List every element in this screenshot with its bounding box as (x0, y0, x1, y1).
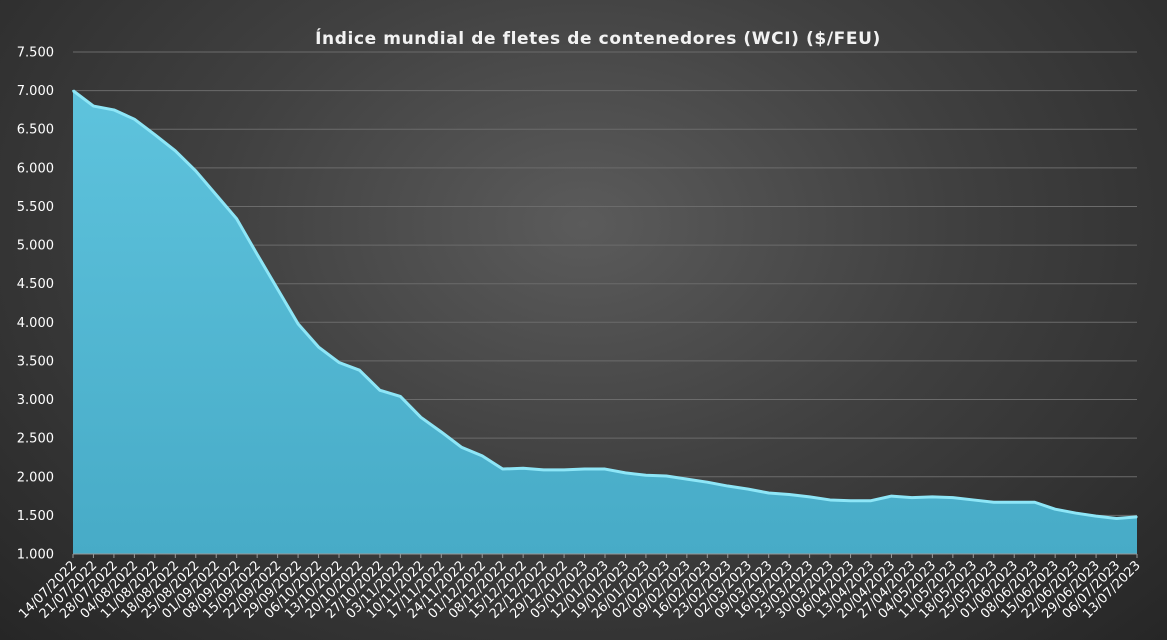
data-point (276, 288, 279, 290)
data-point (460, 446, 463, 449)
data-point (583, 468, 586, 470)
data-point (1115, 517, 1118, 520)
y-tick-label: 1.500 (17, 509, 54, 524)
data-point (706, 481, 709, 483)
data-point (829, 499, 831, 501)
data-point (767, 492, 770, 494)
y-tick-label: 7.000 (17, 84, 54, 99)
data-point (501, 468, 504, 470)
y-tick-label: 4.000 (17, 316, 54, 331)
data-point (665, 475, 668, 477)
data-point (215, 194, 218, 196)
y-tick-label: 5.000 (17, 239, 54, 254)
y-tick-label: 6.500 (17, 123, 54, 138)
data-point (358, 369, 361, 371)
y-tick-label: 3.000 (17, 393, 54, 408)
data-point (113, 109, 115, 111)
data-point (420, 416, 422, 419)
data-point (931, 496, 934, 498)
y-tick-label: 7.500 (17, 46, 54, 61)
data-point (256, 253, 258, 256)
y-tick-label: 5.500 (17, 200, 54, 215)
data-point (379, 389, 381, 392)
data-point (563, 469, 565, 471)
data-point (542, 469, 545, 471)
data-point (235, 218, 238, 220)
data-point (1074, 512, 1077, 514)
data-point (92, 105, 95, 107)
area-fill (73, 90, 1137, 555)
data-point (194, 170, 197, 172)
data-point (849, 499, 852, 502)
data-point (624, 472, 627, 474)
data-point (72, 89, 74, 92)
data-point (481, 455, 484, 457)
x-axis-ticks: 14/07/202221/07/202228/07/202204/08/2022… (16, 554, 1144, 622)
data-point (1095, 515, 1097, 517)
data-point (686, 478, 688, 480)
area-series (72, 89, 1138, 555)
data-point (522, 467, 524, 470)
y-tick-label: 4.500 (17, 277, 54, 292)
chart-title: Índice mundial de fletes de contenedores… (315, 27, 881, 49)
data-point (1136, 516, 1138, 518)
data-point (297, 323, 299, 325)
data-point (911, 496, 913, 499)
y-tick-label: 6.000 (17, 161, 54, 176)
data-point (440, 431, 443, 433)
data-point (1033, 501, 1036, 504)
data-point (992, 501, 995, 504)
data-point (870, 499, 872, 502)
y-tick-label: 2.500 (17, 432, 54, 447)
data-point (154, 133, 156, 136)
data-point (133, 118, 136, 120)
y-tick-label: 3.500 (17, 354, 54, 369)
data-point (952, 496, 954, 499)
data-point (890, 495, 893, 497)
data-point (788, 493, 790, 496)
data-point (399, 395, 402, 398)
data-point (338, 361, 340, 364)
data-point (317, 346, 320, 348)
data-point (747, 488, 750, 490)
data-point (1013, 501, 1016, 504)
data-point (1054, 508, 1056, 511)
y-axis-ticks: 1.000 1.500 2.000 2.500 3.000 3.500 4.000 4.500… (17, 46, 54, 563)
data-point (174, 150, 177, 152)
data-point (972, 499, 975, 501)
data-point (726, 485, 729, 487)
y-tick-label: 1.000 (17, 548, 54, 563)
data-point (645, 474, 647, 477)
data-point (808, 496, 811, 498)
y-tick-label: 2.000 (17, 470, 54, 485)
data-point (604, 468, 606, 470)
